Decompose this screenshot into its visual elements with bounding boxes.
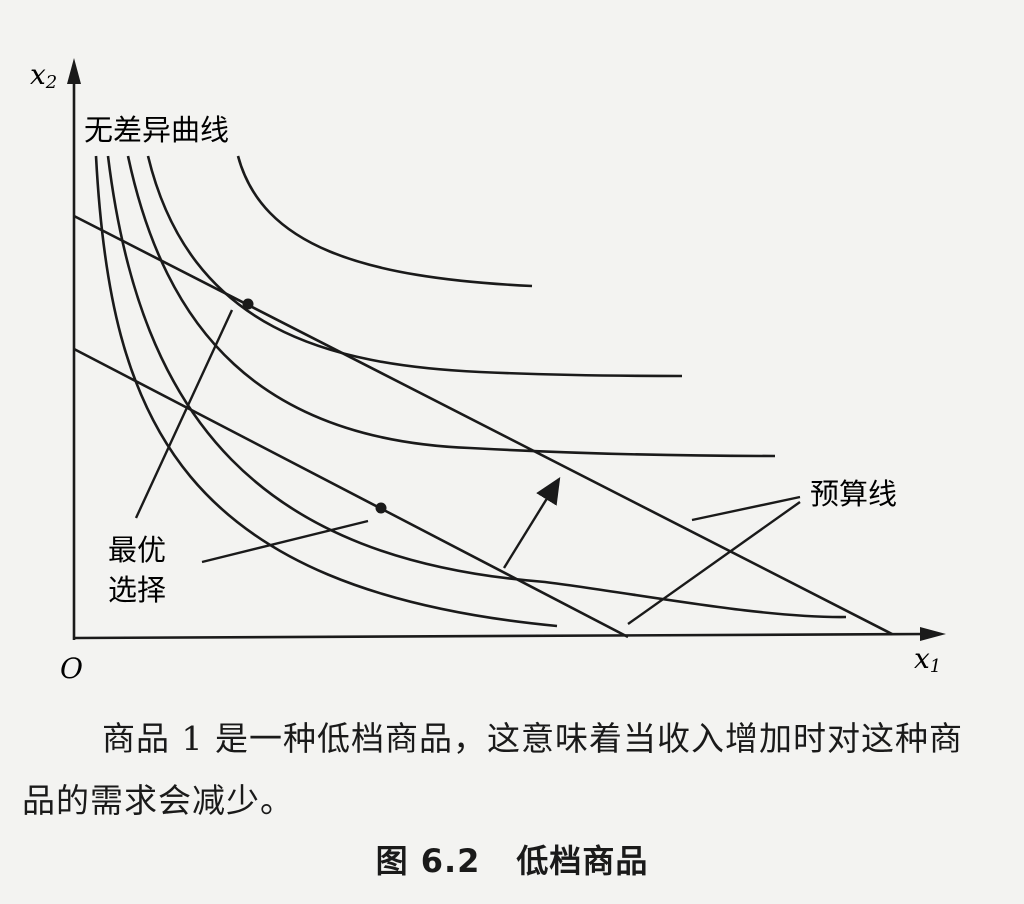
budget-label-leader-1: [691, 495, 801, 522]
indifference-curve-label: 无差异曲线: [84, 113, 229, 147]
figure-number: 图 6.2: [375, 842, 481, 880]
figure-title: 图 6.2 低档商品: [0, 836, 1024, 882]
y-axis-label: x2: [30, 58, 57, 93]
indifference-curve-2: [106, 155, 847, 619]
origin-label: O: [60, 652, 83, 685]
indifference-curve-4: [146, 155, 683, 378]
x-axis-arrow: [920, 627, 946, 641]
optimal-point-low: [375, 502, 387, 514]
inferior-good-diagram: x2 x1 O 无差异曲线 预算线 最优 选择: [30, 58, 946, 685]
figure-title-text: 低档商品: [516, 842, 649, 880]
indifference-curve-5: [236, 155, 533, 288]
optimal-point-high: [242, 298, 254, 310]
optimal-label-leader-high: [134, 309, 234, 519]
optimal-label-line1: 最优: [108, 533, 166, 567]
budget-line-high: [73, 214, 893, 636]
income-shift-arrow: [502, 476, 561, 569]
budget-label-leader-2: [627, 501, 801, 625]
optimal-label-leader-low: [201, 519, 369, 564]
indifference-curve-1: [94, 155, 558, 628]
y-axis-arrow: [67, 58, 81, 84]
figure-caption: 商品 1 是一种低档商品，这意味着当收入增加时对这种商品的需求会减少。: [22, 719, 963, 820]
x-axis: [73, 632, 933, 640]
x-axis-label: x1: [914, 642, 941, 677]
optimal-label-line2: 选择: [108, 573, 166, 607]
budget-line-low: [73, 347, 629, 639]
budget-line-label: 预算线: [810, 477, 897, 511]
indifference-curve-3: [126, 155, 776, 458]
